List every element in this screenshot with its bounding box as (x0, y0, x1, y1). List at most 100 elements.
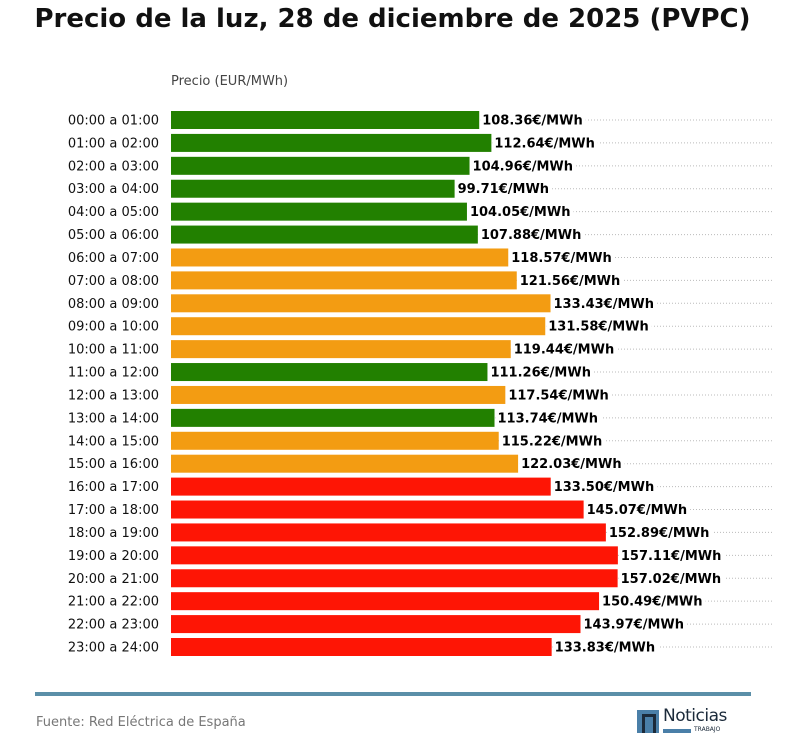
value-label-bg (517, 272, 624, 289)
category-label: 02:00 a 03:00 (68, 159, 159, 174)
value-label-bg (478, 226, 585, 243)
bar (171, 638, 552, 656)
value-label: 104.05€/MWh (470, 205, 571, 220)
bar (171, 179, 455, 198)
bar (171, 569, 618, 588)
bar (171, 523, 606, 542)
value-label-bg (480, 112, 586, 128)
logo-word: Noticias (663, 706, 727, 726)
value-label-bg (606, 524, 713, 541)
value-label-bg (511, 341, 618, 358)
category-label: 03:00 a 04:00 (68, 182, 159, 197)
value-label-bg (546, 318, 652, 335)
value-label: 104.96€/MWh (473, 159, 573, 174)
value-label: 119.44€/MWh (514, 343, 615, 358)
value-label: 115.22€/MWh (502, 434, 603, 449)
value-label-bg (618, 547, 725, 564)
bar (171, 202, 467, 221)
bar (171, 500, 584, 519)
value-label-bg (470, 157, 577, 174)
value-label: 112.64€/MWh (494, 136, 595, 151)
bar (171, 133, 492, 152)
bar (171, 408, 495, 427)
category-label: 05:00 a 06:00 (68, 228, 159, 243)
value-label-bg (467, 203, 574, 220)
value-label-bg (551, 478, 658, 495)
value-label-bg (618, 570, 725, 587)
category-label: 09:00 a 10:00 (68, 320, 159, 335)
category-label: 21:00 a 22:00 (68, 595, 159, 610)
value-label: 113.74€/MWh (498, 411, 599, 426)
value-label-bg (551, 295, 658, 312)
category-label: 12:00 a 13:00 (68, 388, 159, 403)
bar (171, 271, 517, 290)
value-label-bg (581, 616, 687, 633)
value-label: 143.97€/MWh (583, 618, 684, 633)
category-label: 19:00 a 20:00 (68, 549, 159, 564)
value-label: 111.26€/MWh (490, 366, 590, 381)
bar (171, 477, 551, 496)
category-label: 13:00 a 14:00 (68, 411, 159, 426)
bar (171, 546, 618, 565)
value-label-bg (584, 501, 691, 518)
value-label: 131.58€/MWh (548, 320, 649, 335)
bar (171, 248, 509, 267)
category-label: 20:00 a 21:00 (68, 572, 159, 587)
value-label-bg (600, 593, 706, 610)
bar (171, 454, 519, 473)
value-label-bg (495, 409, 602, 426)
value-label: 107.88€/MWh (481, 228, 582, 243)
value-label: 122.03€/MWh (521, 457, 622, 472)
chart-title: Precio de la luz, 28 de diciembre de 202… (34, 4, 751, 34)
category-label: 10:00 a 11:00 (68, 343, 159, 358)
category-label: 16:00 a 17:00 (68, 480, 159, 495)
bar (171, 385, 506, 404)
value-label: 118.57€/MWh (511, 251, 612, 266)
value-label: 152.89€/MWh (609, 526, 710, 541)
value-label: 99.71€/MWh (458, 182, 549, 197)
value-label-bg (492, 134, 598, 151)
value-label: 145.07€/MWh (587, 503, 688, 518)
value-label: 133.83€/MWh (555, 641, 656, 656)
logo-bar (663, 729, 691, 733)
logo-sub: TRABAJO (694, 726, 721, 733)
value-label-bg (519, 455, 625, 472)
category-label: 23:00 a 24:00 (68, 641, 159, 656)
category-label: 22:00 a 23:00 (68, 618, 159, 633)
bar (171, 294, 551, 313)
category-label: 01:00 a 02:00 (68, 136, 159, 151)
value-label-bg (455, 180, 553, 197)
value-label: 108.36€/MWh (482, 114, 583, 129)
bar (171, 156, 470, 175)
bar (171, 592, 600, 611)
value-label: 133.43€/MWh (554, 297, 655, 312)
bar (171, 340, 511, 359)
logo-n-icon (637, 710, 659, 733)
category-label: 15:00 a 16:00 (68, 457, 159, 472)
value-label-bg (488, 364, 594, 381)
value-label-bg (552, 639, 659, 655)
x-axis-label: Precio (EUR/MWh) (171, 74, 289, 89)
category-label: 18:00 a 19:00 (68, 526, 159, 541)
value-label: 117.54€/MWh (508, 388, 609, 403)
value-label-bg (506, 386, 612, 403)
category-label: 14:00 a 15:00 (68, 434, 159, 449)
bar (171, 317, 546, 336)
value-label: 121.56€/MWh (520, 274, 621, 289)
source-text: Fuente: Red Eléctrica de España (36, 715, 246, 730)
category-label: 04:00 a 05:00 (68, 205, 159, 220)
noticias-trabajo-logo: Noticias TRABAJO (637, 706, 732, 735)
category-label: 08:00 a 09:00 (68, 297, 159, 312)
category-label: 00:00 a 01:00 (68, 114, 159, 129)
bar (171, 111, 480, 129)
value-label: 157.02€/MWh (621, 572, 722, 587)
value-label-bg (509, 249, 615, 266)
value-label: 150.49€/MWh (602, 595, 703, 610)
category-label: 06:00 a 07:00 (68, 251, 159, 266)
footer-rule (35, 692, 751, 696)
bar (171, 431, 499, 450)
category-label: 07:00 a 08:00 (68, 274, 159, 289)
category-label: 11:00 a 12:00 (68, 366, 159, 381)
value-label: 157.11€/MWh (621, 549, 722, 564)
